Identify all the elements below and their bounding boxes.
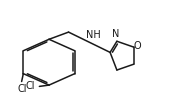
Text: Cl: Cl (26, 81, 35, 91)
Text: O: O (134, 41, 141, 51)
Text: NH: NH (86, 30, 101, 40)
Text: N: N (112, 29, 120, 39)
Text: Cl: Cl (18, 84, 27, 94)
